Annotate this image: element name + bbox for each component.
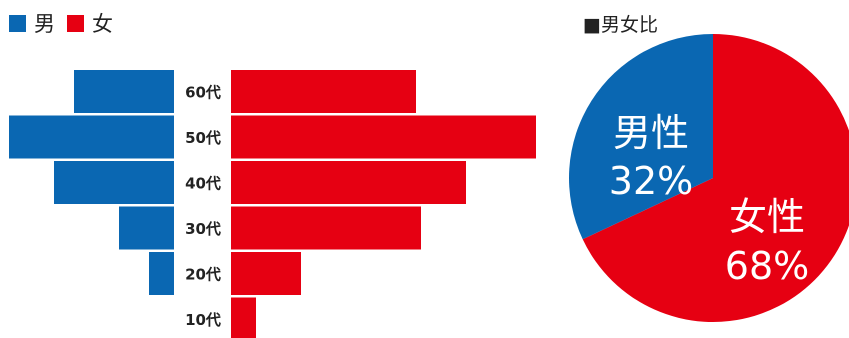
age-label-60代: 60代 xyxy=(185,84,221,102)
pie-chart-title: ■男女比 xyxy=(583,14,658,36)
bar-female-50代 xyxy=(231,115,536,159)
age-label-10代: 10代 xyxy=(185,311,221,329)
age-label-40代: 40代 xyxy=(185,175,221,193)
age-label-50代: 50代 xyxy=(185,129,221,147)
bar-female-30代 xyxy=(231,206,421,250)
pie-label-value-男性: 32% xyxy=(609,159,693,203)
bar-male-60代 xyxy=(74,70,174,113)
bar-female-60代 xyxy=(231,70,416,113)
legend-label-female: 女 xyxy=(92,12,113,36)
legend-swatch-female xyxy=(67,14,84,32)
pie-label-name-女性: 女性 xyxy=(729,195,805,239)
legend-label-male: 男 xyxy=(34,12,55,36)
pie-slice-女性 xyxy=(582,34,849,322)
pie-slice-男性 xyxy=(569,34,713,240)
legend-swatch-male xyxy=(9,14,26,32)
bar-female-40代 xyxy=(231,161,466,204)
bar-female-10代 xyxy=(231,297,256,338)
pie-label-value-女性: 68% xyxy=(725,244,809,288)
legend-item-male: 男 xyxy=(9,8,55,38)
bar-male-40代 xyxy=(54,161,174,204)
bar-male-20代 xyxy=(149,252,174,295)
legend-item-female: 女 xyxy=(67,8,113,38)
pie-label-name-男性: 男性 xyxy=(613,111,689,155)
bar-male-50代 xyxy=(9,115,174,159)
age-label-30代: 30代 xyxy=(185,220,221,238)
bar-female-20代 xyxy=(231,252,301,295)
age-label-20代: 20代 xyxy=(185,266,221,284)
bar-male-30代 xyxy=(119,206,174,250)
legend: 男 女 xyxy=(9,8,125,38)
